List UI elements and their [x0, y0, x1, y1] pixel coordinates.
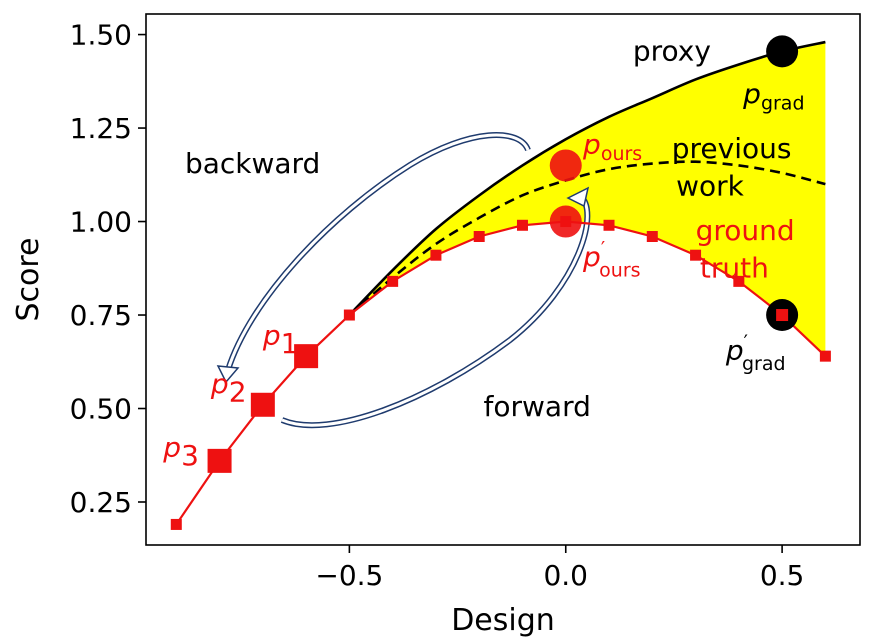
point-label-3: p3: [162, 431, 199, 472]
point-label-1: p1: [262, 319, 299, 360]
x-axis-label: Design: [451, 603, 555, 638]
highlight-points: [549, 35, 799, 332]
shaded-gap-area: [349, 42, 826, 357]
ground-truth-marker: [294, 344, 319, 369]
ground-truth-marker: [207, 448, 232, 473]
ground-truth-marker: [819, 350, 831, 362]
proxy-gap-fill: [349, 42, 826, 357]
y-tick-label: 0.25: [70, 486, 132, 519]
ground-truth-marker-overlay: [776, 309, 789, 322]
y-tick-label: 0.75: [70, 299, 132, 332]
proxy-line: [348, 40, 826, 316]
annotation-proxy: proxy: [633, 35, 711, 68]
point-grad-marker: [766, 35, 799, 68]
series-lines: [175, 40, 827, 526]
x-tick-label: 0.0: [543, 559, 588, 592]
y-tick-label: 0.50: [70, 393, 132, 426]
point-ours-marker: [549, 149, 582, 182]
ground-truth-marker: [430, 249, 442, 261]
y-tick-label: 1.25: [70, 112, 132, 145]
point-label-grad: pgrad: [742, 78, 804, 115]
ground-truth-marker: [473, 230, 485, 242]
x-tick-label: 0.5: [760, 559, 805, 592]
ground-truth-marker: [603, 219, 615, 231]
annotation-work: work: [676, 169, 745, 202]
backward-arrowhead: [216, 365, 240, 384]
ground-truth-marker: [170, 518, 182, 530]
annotation-truth: truth: [700, 252, 769, 285]
ground-truth-marker: [250, 392, 275, 417]
ground-truth-marker: [690, 249, 702, 261]
x-tick-label: −0.5: [315, 559, 383, 592]
axes: −0.5 0.0 0.5 0.25 0.50 0.75 1.00 1.25 1.50 Design…: [11, 13, 861, 638]
annotations: p1 p2 p3 pours p′ ours pgrad p′ grad proxy previou…: [162, 35, 804, 472]
y-tick-label: 1.50: [70, 19, 132, 52]
annotation-forward: forward: [484, 390, 591, 423]
point-label-2: p2: [210, 368, 247, 409]
annotation-backward: backward: [185, 147, 320, 180]
annotation-previous: previous: [672, 132, 792, 165]
loop-arrows: [216, 132, 591, 429]
previous-work-line: [348, 160, 826, 317]
ground-truth-marker: [343, 309, 355, 321]
forward-arrowhead: [566, 186, 590, 208]
ground-truth-marker: [387, 275, 399, 287]
forward-arrow-inner: [281, 194, 589, 427]
point-label-grad-prime: p′ grad: [725, 331, 786, 375]
ground-truth-marker: [733, 275, 745, 287]
point-ours-prime-marker: [549, 205, 582, 238]
point-label-ours-prime: p′ ours: [582, 237, 641, 281]
ground-truth-markers: [170, 216, 831, 530]
point-label-ours: pours: [582, 128, 642, 165]
ground-truth-line: [175, 220, 827, 526]
ground-truth-marker: [646, 230, 658, 242]
ground-truth-marker: [516, 219, 528, 231]
y-tick-label: 1.00: [70, 206, 132, 239]
plot-frame: [145, 13, 861, 546]
y-axis-label: Score: [11, 237, 46, 321]
backward-arrow-inner: [226, 133, 530, 371]
annotation-ground: ground: [696, 214, 795, 247]
